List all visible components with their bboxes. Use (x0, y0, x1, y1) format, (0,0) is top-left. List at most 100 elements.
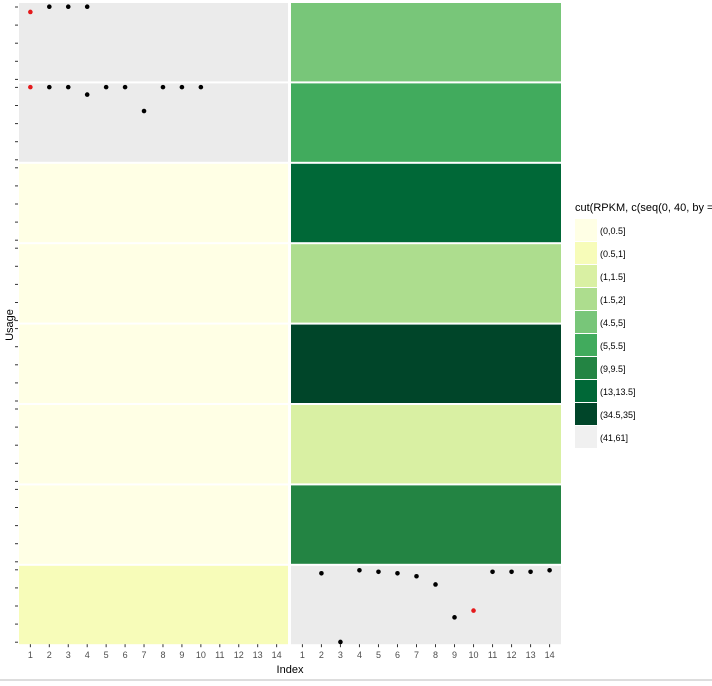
data-point (376, 569, 381, 575)
legend-swatch (575, 265, 597, 287)
x-tick-label: 14 (545, 650, 555, 660)
panel (19, 324, 288, 403)
panel (19, 163, 288, 243)
x-tick-label: 9 (179, 650, 184, 660)
x-tick-label: 5 (376, 650, 381, 660)
panel (19, 244, 288, 323)
x-tick-label: 3 (338, 650, 343, 660)
panel (291, 163, 561, 243)
y-axis-ticks (15, 6, 18, 643)
data-point (122, 84, 128, 90)
legend-swatch (575, 311, 597, 333)
data-point (338, 639, 343, 645)
panel-background (19, 244, 288, 323)
panel-background (19, 485, 288, 564)
panel-background (291, 485, 561, 564)
panel-background (291, 83, 561, 162)
x-tick-label: 11 (215, 650, 224, 660)
x-tick-label: 4 (357, 650, 362, 660)
highlighted-point (471, 608, 476, 613)
x-tick-label: 8 (160, 650, 165, 660)
data-point (103, 84, 109, 90)
legend-label: (13,13.5] (600, 387, 636, 397)
highlighted-point (28, 9, 33, 15)
legend-swatch (575, 357, 597, 379)
legend-swatch (575, 334, 597, 356)
panel (19, 3, 288, 82)
panel-background (291, 244, 561, 323)
data-point (84, 4, 90, 10)
data-point (433, 582, 438, 587)
x-tick-label: 7 (142, 650, 147, 660)
data-point (357, 567, 362, 573)
legend-label: (5,5.5] (600, 341, 626, 351)
data-point (509, 569, 514, 575)
x-tick-label: 6 (123, 650, 128, 660)
legend-label: (0,0.5] (600, 226, 626, 236)
data-point (547, 567, 552, 573)
x-tick-label: 14 (272, 650, 282, 660)
panel (291, 244, 561, 323)
data-point (47, 4, 52, 10)
panel (291, 405, 561, 484)
panel-background (19, 83, 288, 162)
data-point (47, 84, 52, 90)
x-tick-label: 10 (469, 650, 479, 660)
panel-background (19, 324, 288, 403)
x-tick-label: 10 (196, 650, 206, 660)
data-point (160, 84, 166, 90)
data-point (198, 84, 204, 90)
x-axis: 1 2 3 4 5 6 7 8 9 10 11 12 13 14 1 2 3 4 5 6 7 8 9 10 11 12 13 14 (28, 644, 555, 660)
panel (291, 324, 561, 403)
legend-label: (0.5,1] (600, 249, 626, 259)
panel-background (291, 3, 561, 82)
panel (19, 83, 288, 162)
x-tick-label: 3 (66, 650, 71, 660)
data-point (179, 84, 185, 90)
data-point (395, 570, 400, 576)
x-tick-label: 1 (300, 650, 305, 660)
data-point (84, 92, 90, 97)
panel (19, 405, 288, 484)
data-point (452, 615, 457, 620)
data-point (528, 569, 533, 575)
x-tick-label: 5 (104, 650, 109, 660)
legend-swatch (575, 426, 597, 448)
x-tick-label: 7 (414, 650, 419, 660)
data-point (490, 569, 495, 575)
panel-background (19, 565, 288, 645)
legend-label: (34.5,35] (600, 410, 636, 420)
panel (291, 485, 561, 564)
panel (291, 565, 561, 645)
legend-label: (1,1.5] (600, 272, 626, 282)
legend-swatch (575, 288, 597, 310)
data-point (65, 4, 71, 10)
legend-swatch (575, 403, 597, 425)
legend-swatch (575, 219, 597, 241)
data-point (65, 84, 71, 90)
x-tick-label: 13 (526, 650, 536, 660)
x-axis-title: Index (277, 664, 304, 676)
x-tick-label: 4 (85, 650, 90, 660)
x-tick-label: 8 (433, 650, 438, 660)
panel-background (19, 405, 288, 484)
x-tick-label: 1 (28, 650, 33, 660)
legend-label: (1.5,2] (600, 295, 626, 305)
x-tick-label: 11 (488, 650, 497, 660)
legend-label: (4.5,5] (600, 318, 626, 328)
panel-background (291, 405, 561, 484)
panel-background (291, 565, 561, 645)
x-tick-label: 13 (253, 650, 263, 660)
legend-swatch (575, 380, 597, 402)
data-point (319, 570, 324, 576)
x-tick-label: 12 (234, 650, 244, 660)
data-point (414, 573, 419, 579)
panel (291, 83, 561, 162)
panel-background (291, 163, 561, 243)
legend-label: (9,9.5] (600, 364, 626, 374)
legend-title: cut(RPKM, c(seq(0, 40, by = (575, 202, 712, 214)
panel-background (19, 163, 288, 243)
legend-swatch (575, 242, 597, 264)
panel-background (19, 3, 288, 82)
